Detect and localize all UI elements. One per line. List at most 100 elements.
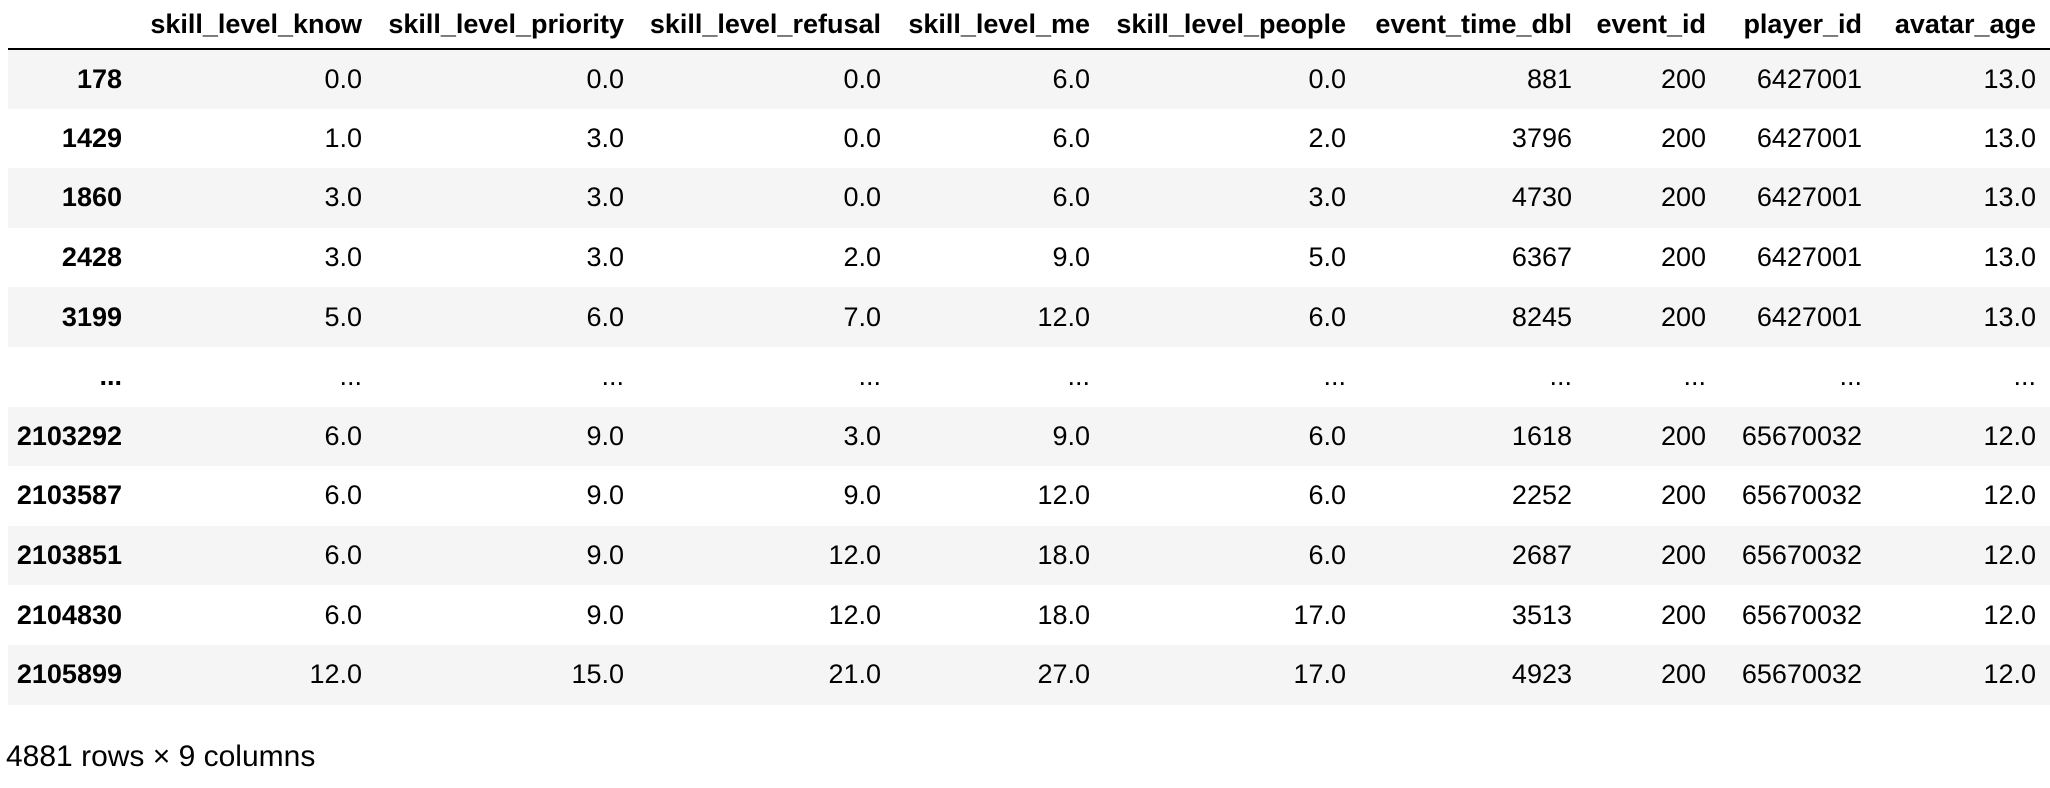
table-cell: 200 [1660,182,1706,213]
table-row: 1860 3.0 3.0 0.0 6.0 3.0 4730 200 6427001 13.0 [8,168,2050,228]
row-index: 2103851 [16,540,122,571]
table-cell: 12.0 [1037,480,1090,511]
table-cell: 6.0 [1052,63,1090,94]
table-cell: 9.0 [1052,420,1090,451]
header-row: skill_level_know skill_level_priority sk… [8,0,2050,50]
table-cell: 6.0 [586,301,624,332]
table-cell: 6427001 [1756,242,1862,273]
table-cell: 13.0 [1983,301,2036,332]
table-cell: 7.0 [843,301,881,332]
table-cell: 12.0 [1983,540,2036,571]
table-cell: ... [858,361,881,392]
table-cell: 12.0 [1983,659,2036,690]
table-cell: 200 [1660,301,1706,332]
table-cell: 65670032 [1741,480,1862,511]
table-row: 2104830 6.0 9.0 12.0 18.0 17.0 3513 200 65670032… [8,585,2050,645]
shape-summary: 4881 rows × 9 columns [6,740,316,773]
column-header: skill_level_know [136,0,376,50]
table-cell: 12.0 [828,540,881,571]
table-cell: 12.0 [1983,420,2036,451]
table-cell: 15.0 [571,659,624,690]
table-cell: 200 [1660,540,1706,571]
table-cell: 12.0 [309,659,362,690]
table-cell: 2.0 [1308,122,1346,153]
table-cell: 65670032 [1741,420,1862,451]
table-cell: 2252 [1511,480,1572,511]
table-header: skill_level_know skill_level_priority sk… [8,0,2050,50]
table-cell: 4730 [1511,182,1572,213]
column-header: event_time_dbl [1360,0,1586,50]
table-cell: 6427001 [1756,63,1862,94]
table-cell: 0.0 [586,63,624,94]
column-header: avatar_age [1876,0,2050,50]
table-cell: 6427001 [1756,182,1862,213]
table-cell: 881 [1526,63,1572,94]
row-index: 2105899 [16,659,122,690]
table-cell: 27.0 [1037,659,1090,690]
table-cell: 0.0 [1308,63,1346,94]
table-cell: 13.0 [1983,182,2036,213]
table-cell: 1618 [1511,420,1572,451]
table-cell: 18.0 [1037,599,1090,630]
row-index: 2104830 [16,599,122,630]
table-row: 2428 3.0 3.0 2.0 9.0 5.0 6367 200 6427001 13.0 [8,227,2050,288]
table-cell: 9.0 [843,480,881,511]
row-index: 3199 [61,301,122,332]
table-cell: 9.0 [1052,242,1090,273]
table-cell: 9.0 [586,480,624,511]
table-cell: 3.0 [586,182,624,213]
table-cell: 65670032 [1741,659,1862,690]
table-cell: 3513 [1511,599,1572,630]
table-cell: 17.0 [1293,599,1346,630]
table-cell: ... [1323,361,1346,392]
index-header [8,0,136,50]
row-index: 2103292 [16,420,122,451]
row-index: 2103587 [16,480,122,511]
table-cell: 3.0 [1308,182,1346,213]
table-cell: 6.0 [324,420,362,451]
row-index: ... [99,361,122,392]
table-cell: 200 [1660,659,1706,690]
table-cell: 3.0 [586,242,624,273]
table-cell: 0.0 [843,122,881,153]
table-cell: 17.0 [1293,659,1346,690]
table-cell: 13.0 [1983,242,2036,273]
table-cell: 65670032 [1741,599,1862,630]
table-cell: 200 [1660,599,1706,630]
table-cell: 6.0 [1308,540,1346,571]
table-cell: 200 [1660,480,1706,511]
table-row: .............................. [8,346,2050,407]
table-cell: 6.0 [1052,122,1090,153]
table-cell: 6367 [1511,242,1572,273]
row-index: 178 [76,63,122,94]
table-cell: ... [1067,361,1090,392]
table-cell: 9.0 [586,599,624,630]
table-cell: 12.0 [1037,301,1090,332]
table-cell: 0.0 [843,63,881,94]
table-cell: 6.0 [1308,480,1346,511]
table-cell: 12.0 [828,599,881,630]
table-cell: 12.0 [1983,480,2036,511]
table-row: 3199 5.0 6.0 7.0 12.0 6.0 8245 200 6427001 13.0 [8,287,2050,347]
table-cell: ... [1549,361,1572,392]
table-cell: 9.0 [586,420,624,451]
table-cell: 65670032 [1741,540,1862,571]
row-index: 1860 [61,182,122,213]
table-body: 178 0.0 0.0 0.0 6.0 0.0 881 200 6427001 13.0 1429 1… [8,49,2050,705]
dataframe-table: skill_level_know skill_level_priority sk… [8,0,2050,705]
table-row: 2103587 6.0 9.0 9.0 12.0 6.0 2252 200 65670032 12… [8,466,2050,526]
table-cell: 18.0 [1037,540,1090,571]
column-header: skill_level_priority [376,0,638,50]
table-row: 2105899 12.0 15.0 21.0 27.0 17.0 4923 200 656700… [8,644,2050,705]
table-cell: 6427001 [1756,122,1862,153]
table-cell: 6.0 [324,540,362,571]
table-row: 2103292 6.0 9.0 3.0 9.0 6.0 1618 200 65670032 12.… [8,406,2050,467]
table-cell: 3.0 [586,122,624,153]
table-cell: 200 [1660,63,1706,94]
table-cell: ... [601,361,624,392]
table-cell: 4923 [1511,659,1572,690]
column-header: player_id [1720,0,1876,50]
table-row: 178 0.0 0.0 0.0 6.0 0.0 881 200 6427001 13.0 [8,49,2050,109]
table-cell: 6.0 [324,599,362,630]
